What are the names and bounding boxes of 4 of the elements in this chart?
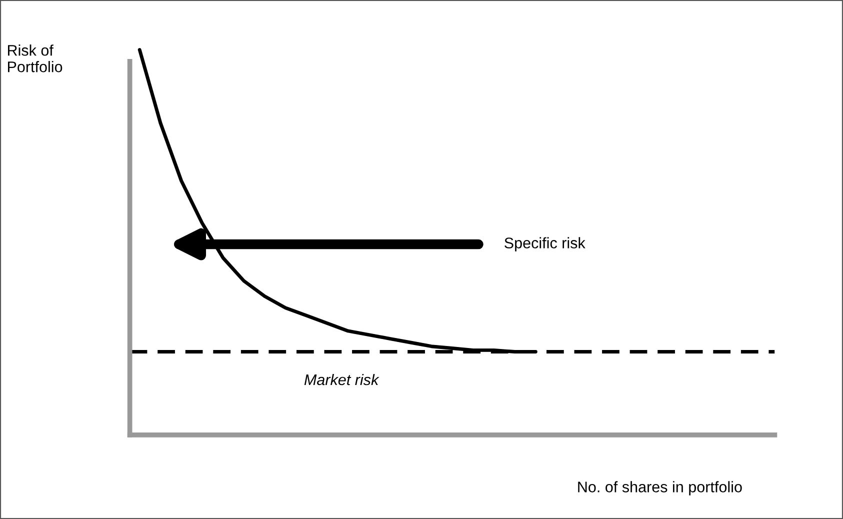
y-axis-title: Risk of Portfolio [8,44,62,72]
annotation: Specific risk [504,237,586,252]
ref-line-label: Market risk [304,374,380,386]
x-axis-title: No. of shares in portfolio [578,481,742,496]
